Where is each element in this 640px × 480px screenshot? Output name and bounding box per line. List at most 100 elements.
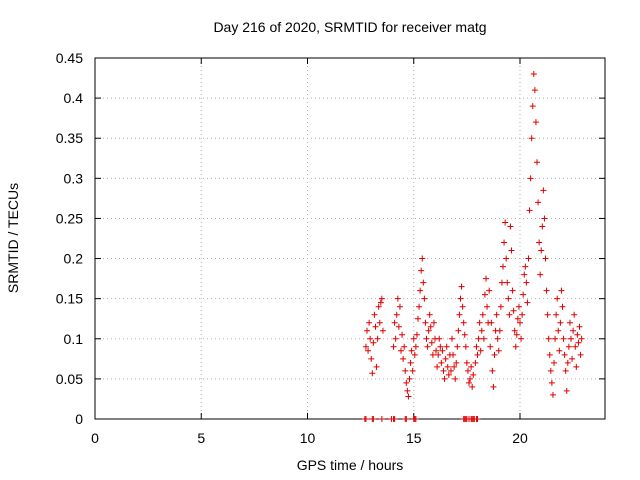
data-point bbox=[527, 175, 534, 182]
data-point bbox=[405, 393, 412, 400]
data-point bbox=[522, 263, 529, 270]
data-point bbox=[495, 347, 502, 354]
data-point bbox=[520, 291, 527, 298]
data-point bbox=[574, 331, 581, 338]
data-point bbox=[510, 307, 517, 314]
data-point bbox=[425, 327, 432, 334]
data-point bbox=[474, 351, 481, 358]
x-tick-label: 5 bbox=[197, 430, 205, 446]
data-point bbox=[436, 335, 443, 342]
data-point bbox=[427, 323, 434, 330]
data-point bbox=[364, 327, 370, 334]
data-point bbox=[421, 295, 428, 302]
data-point bbox=[466, 379, 472, 386]
data-point bbox=[558, 287, 565, 294]
data-point bbox=[501, 239, 508, 246]
y-tick-label: 0.15 bbox=[56, 291, 83, 307]
data-point bbox=[507, 223, 514, 230]
data-point bbox=[456, 311, 463, 318]
data-point bbox=[370, 416, 377, 422]
data-point bbox=[442, 355, 449, 362]
data-point bbox=[444, 363, 451, 370]
data-point bbox=[491, 351, 498, 358]
data-point bbox=[547, 367, 554, 374]
data-point bbox=[483, 275, 489, 282]
data-point bbox=[560, 335, 567, 342]
data-point bbox=[474, 416, 481, 422]
data-point bbox=[500, 263, 506, 270]
data-point bbox=[419, 255, 426, 262]
data-point bbox=[410, 335, 417, 342]
data-point bbox=[544, 311, 551, 318]
data-point bbox=[371, 311, 378, 318]
data-point bbox=[562, 367, 569, 374]
data-point bbox=[370, 339, 377, 346]
y-tick-label: 0.25 bbox=[56, 210, 83, 226]
data-point bbox=[396, 303, 403, 310]
data-point bbox=[416, 303, 423, 310]
data-point bbox=[402, 367, 409, 374]
data-point bbox=[439, 347, 446, 354]
data-point bbox=[393, 311, 400, 318]
data-point bbox=[372, 323, 379, 330]
data-point bbox=[453, 359, 460, 366]
data-point bbox=[390, 343, 397, 350]
data-point bbox=[540, 187, 547, 194]
data-point bbox=[548, 379, 555, 386]
data-point bbox=[369, 370, 376, 377]
data-point bbox=[401, 343, 408, 350]
data-point bbox=[573, 363, 580, 370]
data-point bbox=[404, 387, 411, 394]
data-point bbox=[412, 343, 419, 350]
data-point bbox=[537, 271, 544, 278]
data-point bbox=[475, 335, 482, 342]
data-point bbox=[561, 351, 568, 358]
data-point bbox=[531, 87, 538, 94]
data-point bbox=[438, 359, 445, 366]
grid bbox=[95, 58, 605, 419]
data-point bbox=[494, 335, 501, 342]
data-point bbox=[395, 323, 402, 330]
data-point bbox=[572, 343, 579, 350]
data-point bbox=[420, 279, 427, 286]
data-point bbox=[400, 355, 407, 362]
x-axis-label: GPS time / hours bbox=[297, 457, 404, 473]
data-point bbox=[577, 351, 584, 358]
data-point bbox=[518, 335, 525, 342]
chart-title: Day 216 of 2020, SRMTID for receiver mat… bbox=[213, 19, 486, 35]
data-point bbox=[460, 319, 467, 326]
data-point bbox=[445, 371, 452, 378]
data-point bbox=[450, 351, 457, 358]
y-tick-label: 0.45 bbox=[56, 50, 83, 66]
data-point bbox=[426, 311, 433, 318]
data-point bbox=[578, 335, 585, 342]
data-point bbox=[488, 319, 495, 326]
data-point bbox=[428, 339, 435, 346]
data-point bbox=[433, 347, 440, 354]
data-point bbox=[519, 311, 526, 318]
data-point bbox=[506, 311, 513, 318]
data-point bbox=[457, 295, 464, 302]
x-tick-label: 10 bbox=[300, 430, 316, 446]
data-point bbox=[563, 387, 570, 394]
data-point bbox=[521, 271, 528, 278]
plot-frame bbox=[94, 57, 606, 420]
x-tick-label: 15 bbox=[406, 430, 422, 446]
data-point bbox=[554, 295, 561, 302]
data-point bbox=[490, 383, 497, 390]
data-point bbox=[532, 119, 539, 126]
y-axis-label: SRMTID / TECUs bbox=[5, 183, 21, 293]
data-point bbox=[551, 359, 557, 366]
data-point bbox=[434, 363, 441, 370]
data-point bbox=[412, 416, 419, 422]
data-point bbox=[512, 343, 519, 350]
data-point bbox=[472, 359, 479, 366]
y-tick-label: 0.4 bbox=[64, 90, 84, 106]
data-point bbox=[508, 247, 515, 254]
data-point bbox=[552, 335, 559, 342]
data-point bbox=[575, 339, 582, 346]
data-point bbox=[576, 323, 583, 330]
y-tick-label: 0.1 bbox=[64, 331, 84, 347]
data-point bbox=[523, 279, 530, 286]
